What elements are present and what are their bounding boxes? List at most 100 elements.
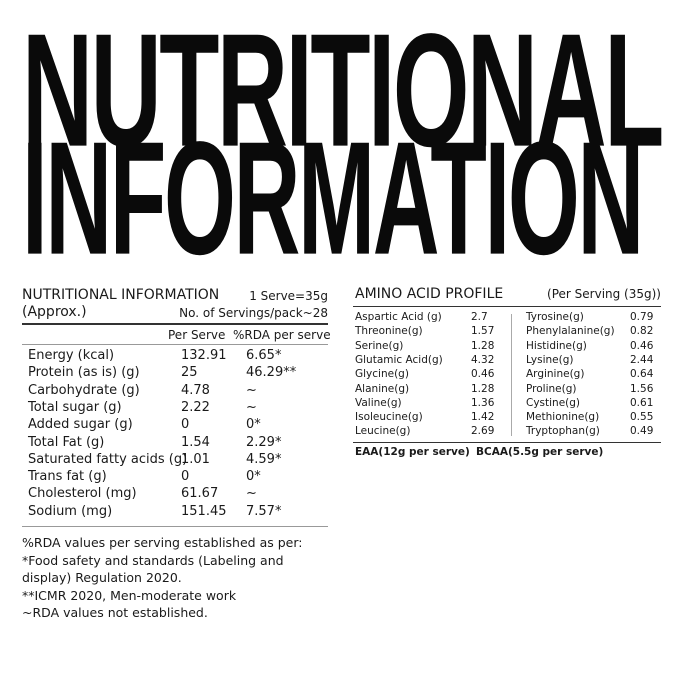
nutrient-name: Cholesterol (mg) bbox=[28, 486, 137, 502]
amino-row: Proline(g) 1.56 bbox=[526, 383, 661, 397]
per-serve-value: 1.01 bbox=[181, 451, 210, 467]
amino-row: Valine(g) 1.36 bbox=[355, 397, 500, 411]
title-line-2: INFORMATION bbox=[22, 108, 644, 289]
rda-value: 7.57* bbox=[246, 503, 282, 519]
amino-name: Phenylalanine(g) bbox=[526, 325, 615, 338]
rda-value: 2.29* bbox=[246, 434, 282, 450]
amino-name: Valine(g) bbox=[355, 396, 402, 409]
col-rda: %RDA per serve bbox=[233, 328, 331, 342]
amino-value: 0.49 bbox=[630, 425, 654, 438]
amino-per-serving: (Per Serving (35g)) bbox=[547, 287, 661, 301]
amino-row: Serine(g) 1.28 bbox=[355, 340, 500, 354]
amino-name: Leucine(g) bbox=[355, 425, 411, 438]
amino-row: Cystine(g) 0.61 bbox=[526, 397, 661, 411]
nutrient-name: Carbohydrate (g) bbox=[28, 382, 140, 398]
amino-name: Alanine(g) bbox=[355, 382, 410, 395]
amino-name: Serine(g) bbox=[355, 339, 404, 352]
nutrition-heading: NUTRITIONAL INFORMATION bbox=[22, 287, 220, 303]
amino-name: Threonine(g) bbox=[355, 325, 423, 338]
amino-row: Phenylalanine(g) 0.82 bbox=[526, 325, 661, 339]
footnote: display) Regulation 2020. bbox=[22, 570, 182, 585]
rda-value: 4.59* bbox=[246, 451, 282, 467]
amino-heading: AMINO ACID PROFILE bbox=[355, 286, 504, 302]
amino-value: 0.55 bbox=[630, 411, 654, 424]
amino-row: Alanine(g) 1.28 bbox=[355, 383, 500, 397]
nutrition-row: Cholesterol (mg) 61.67 ~ bbox=[28, 486, 328, 503]
amino-name: Tryptophan(g) bbox=[526, 425, 600, 438]
bcaa-label: BCAA(5.5g per serve) bbox=[476, 446, 604, 458]
rda-value: 0* bbox=[246, 469, 261, 485]
amino-name: Histidine(g) bbox=[526, 339, 587, 352]
amino-row: Aspartic Acid (g) 2.7 bbox=[355, 311, 500, 325]
nutrition-row: Added sugar (g) 0 0* bbox=[28, 417, 328, 434]
footnote: %RDA values per serving established as p… bbox=[22, 535, 303, 550]
eaa-label: EAA(12g per serve) bbox=[355, 446, 470, 458]
nutrition-row: Protein (as is) (g) 25 46.29** bbox=[28, 365, 328, 382]
rda-value: 6.65* bbox=[246, 348, 282, 363]
rda-value: 46.29** bbox=[246, 365, 297, 381]
amino-name: Proline(g) bbox=[526, 382, 577, 395]
column-divider bbox=[511, 314, 512, 436]
nutrient-name: Total Fat (g) bbox=[28, 434, 105, 450]
amino-value: 0.46 bbox=[630, 339, 654, 352]
amino-value: 2.44 bbox=[630, 353, 654, 366]
nutrition-row: Total Fat (g) 1.54 2.29* bbox=[28, 435, 328, 452]
per-serve-value: 132.91 bbox=[181, 348, 227, 363]
amino-name: Aspartic Acid (g) bbox=[355, 311, 442, 323]
amino-value: 1.36 bbox=[471, 396, 495, 409]
amino-row: Glycine(g) 0.46 bbox=[355, 368, 500, 382]
title-line-1: NUTRITIONAL bbox=[22, 0, 664, 181]
servings-per-pack: No. of Servings/pack~28 bbox=[179, 306, 328, 320]
footnote: ~RDA values not established. bbox=[22, 605, 208, 620]
amino-value: 0.79 bbox=[630, 311, 654, 323]
rda-value: ~ bbox=[246, 486, 257, 502]
per-serve-value: 0 bbox=[181, 469, 190, 485]
per-serve-value: 25 bbox=[181, 365, 198, 381]
amino-row: Glutamic Acid(g) 4.32 bbox=[355, 354, 500, 368]
nutrient-name: Protein (as is) (g) bbox=[28, 365, 140, 381]
nutrition-row: Total sugar (g) 2.22 ~ bbox=[28, 400, 328, 417]
amino-value: 0.46 bbox=[471, 368, 495, 381]
amino-name: Isoleucine(g) bbox=[355, 411, 423, 424]
col-per-serve: Per Serve bbox=[168, 328, 226, 342]
per-serve-value: 61.67 bbox=[181, 486, 219, 502]
nutrient-name: Energy (kcal) bbox=[28, 348, 115, 363]
amino-row: Methionine(g) 0.55 bbox=[526, 411, 661, 425]
nutrient-name: Added sugar (g) bbox=[28, 417, 133, 433]
amino-value: 0.82 bbox=[630, 325, 654, 338]
amino-name: Tyrosine(g) bbox=[526, 311, 584, 323]
nutrient-name: Saturated fatty acids (g) bbox=[28, 451, 188, 467]
amino-value: 1.28 bbox=[471, 382, 495, 395]
amino-row: Tryptophan(g) 0.49 bbox=[526, 425, 661, 439]
amino-row: Threonine(g) 1.57 bbox=[355, 325, 500, 339]
amino-row: Leucine(g) 2.69 bbox=[355, 425, 500, 439]
amino-name: Cystine(g) bbox=[526, 396, 581, 409]
divider bbox=[353, 442, 661, 443]
amino-row: Histidine(g) 0.46 bbox=[526, 340, 661, 354]
amino-row: Tyrosine(g) 0.79 bbox=[526, 311, 661, 325]
per-serve-value: 1.54 bbox=[181, 434, 210, 450]
amino-name: Methionine(g) bbox=[526, 411, 600, 424]
amino-name: Lysine(g) bbox=[526, 353, 574, 366]
nutrient-name: Trans fat (g) bbox=[28, 469, 107, 485]
amino-name: Glycine(g) bbox=[355, 368, 409, 381]
amino-row: Arginine(g) 0.64 bbox=[526, 368, 661, 382]
amino-value: 4.32 bbox=[471, 353, 495, 366]
per-serve-value: 0 bbox=[181, 417, 190, 433]
divider bbox=[22, 323, 328, 325]
rda-value: ~ bbox=[246, 399, 257, 415]
rda-value: 0* bbox=[246, 417, 261, 433]
nutrient-name: Total sugar (g) bbox=[28, 399, 122, 415]
amino-name: Glutamic Acid(g) bbox=[355, 353, 443, 366]
per-serve-value: 4.78 bbox=[181, 382, 210, 398]
divider bbox=[22, 526, 328, 527]
rda-value: ~ bbox=[246, 382, 257, 398]
nutrient-name: Sodium (mg) bbox=[28, 503, 113, 519]
divider bbox=[22, 344, 328, 345]
amino-name: Arginine(g) bbox=[526, 368, 585, 381]
amino-row: Isoleucine(g) 1.42 bbox=[355, 411, 500, 425]
amino-value: 0.61 bbox=[630, 396, 654, 409]
nutrition-row: Trans fat (g) 0 0* bbox=[28, 469, 328, 486]
footnote: **ICMR 2020, Men-moderate work bbox=[22, 587, 237, 603]
amino-value: 1.42 bbox=[471, 411, 495, 424]
